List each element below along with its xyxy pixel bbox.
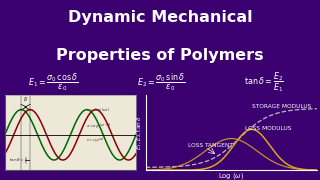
Text: $\varepsilon = \varepsilon_0\sin(\omega t)$: $\varepsilon = \varepsilon_0\sin(\omega …: [86, 106, 110, 114]
Text: $\tan\delta = \dfrac{E_2}{E_1}$: $\tan\delta = \dfrac{E_2}{E_1}$: [244, 70, 284, 94]
Text: $E_1 = \dfrac{\sigma_0\, \cos\delta}{\varepsilon_0}$: $E_1 = \dfrac{\sigma_0\, \cos\delta}{\va…: [28, 71, 78, 93]
Text: STORAGE MODULUS: STORAGE MODULUS: [252, 104, 312, 109]
Text: $\tan\delta = \frac{E_2}{E_1}$: $\tan\delta = \frac{E_2}{E_1}$: [9, 156, 29, 168]
Text: Dynamic Mechanical: Dynamic Mechanical: [68, 10, 252, 25]
Text: $\varepsilon = \varepsilon_0 e^{i\omega t}$: $\varepsilon = \varepsilon_0 e^{i\omega …: [86, 135, 105, 145]
Text: $\delta$: $\delta$: [23, 95, 28, 103]
Text: Properties of Polymers: Properties of Polymers: [56, 48, 264, 63]
Text: LOSS TANGENT: LOSS TANGENT: [188, 143, 233, 148]
Y-axis label: $E_1, E_2, \tan\delta$: $E_1, E_2, \tan\delta$: [135, 115, 144, 150]
X-axis label: Log ($\omega$): Log ($\omega$): [218, 172, 244, 180]
Text: $E_2 = \dfrac{\sigma_0\, \sin\delta}{\varepsilon_0}$: $E_2 = \dfrac{\sigma_0\, \sin\delta}{\va…: [137, 71, 186, 93]
Text: $\sigma = \sigma_0 e^{i(\omega t+\delta)}$: $\sigma = \sigma_0 e^{i(\omega t+\delta)…: [86, 121, 111, 131]
Text: LOSS MODULUS: LOSS MODULUS: [244, 126, 291, 131]
